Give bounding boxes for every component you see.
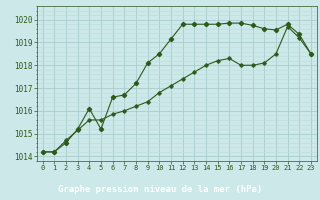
Text: Graphe pression niveau de la mer (hPa): Graphe pression niveau de la mer (hPa) bbox=[58, 184, 262, 194]
